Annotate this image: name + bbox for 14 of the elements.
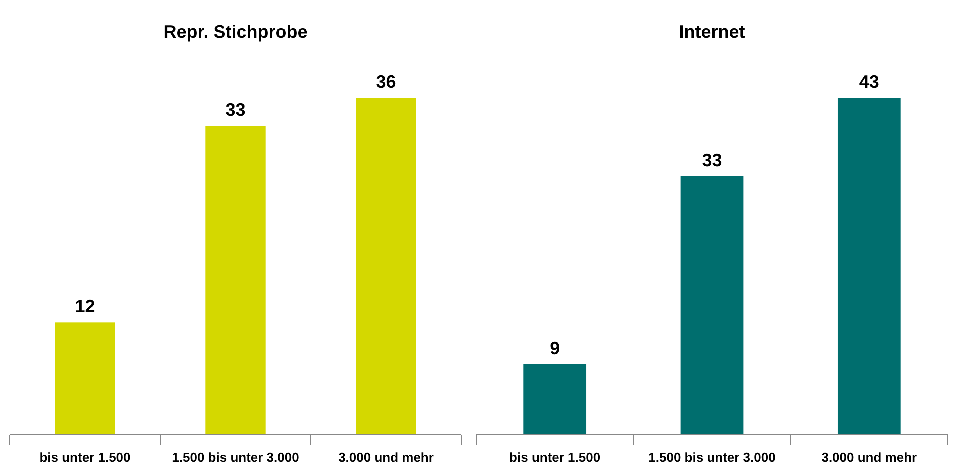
x-tick-label: 3.000 und mehr [338,450,434,465]
chart-title: Internet [679,22,746,42]
data-label: 9 [550,338,560,358]
data-label: 33 [226,100,246,120]
data-label: 33 [702,150,722,170]
x-tick-label: 3.000 und mehr [822,450,918,465]
data-label: 36 [376,72,396,92]
x-tick-label: 1.500 bis unter 3.000 [648,450,776,465]
data-label: 43 [859,72,880,92]
x-tick-label: bis unter 1.500 [40,450,131,465]
x-tick-label: bis unter 1.500 [510,450,601,465]
chart-title: Repr. Stichprobe [164,22,308,42]
x-tick-label: 1.500 bis unter 3.000 [172,450,300,465]
data-label: 12 [75,296,96,317]
